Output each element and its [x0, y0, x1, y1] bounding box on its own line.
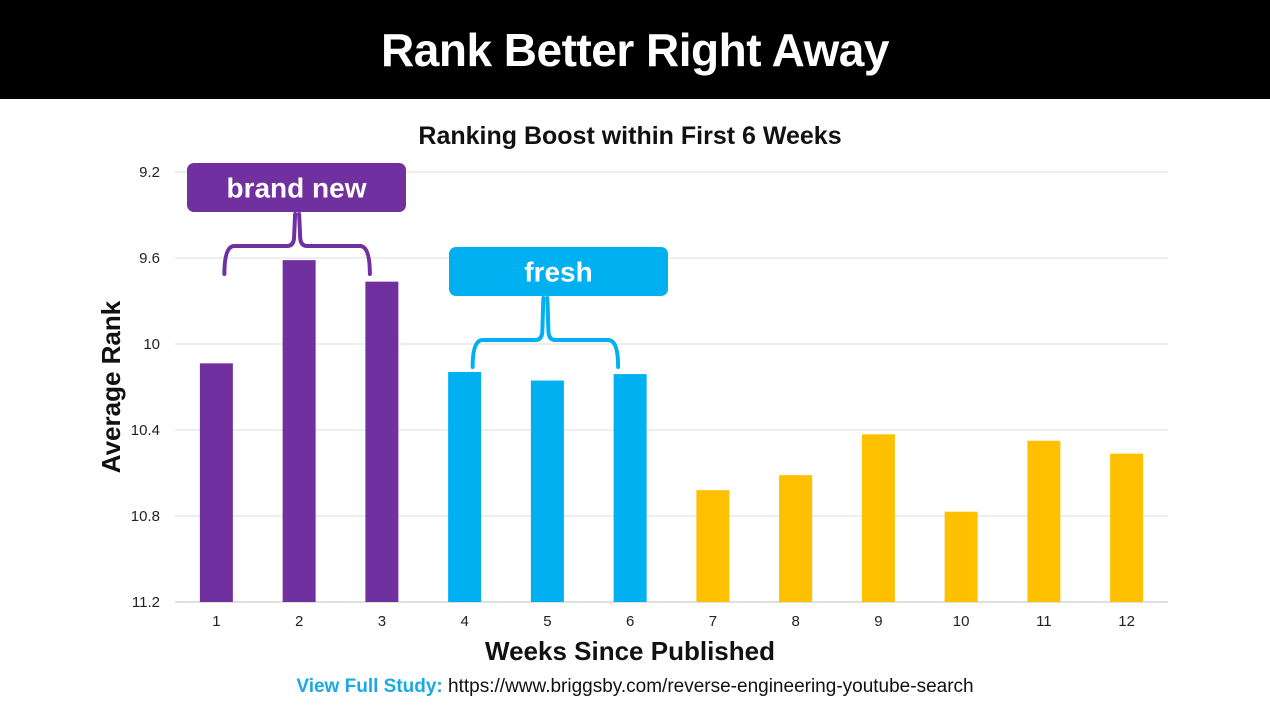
bar-week-9 — [861, 434, 895, 602]
x-tick-label: 3 — [378, 613, 386, 630]
bar-week-4 — [448, 371, 482, 602]
annotation-box — [187, 163, 406, 212]
y-tick-label: 10.8 — [131, 508, 160, 525]
x-tick-label: 1 — [212, 613, 220, 630]
header-bar: Rank Better Right Away — [0, 0, 1270, 99]
y-tick-label: 9.2 — [139, 164, 160, 181]
annotation-brace — [222, 212, 372, 276]
x-axis-ticks: 1 2 3 4 5 6 7 8 9 10 11 12 — [212, 613, 1135, 630]
x-tick-label: 6 — [626, 613, 634, 630]
x-axis-label: Weeks Since Published — [485, 636, 775, 666]
x-tick-label: 2 — [295, 613, 303, 630]
bar-week-8 — [779, 475, 813, 602]
bar-week-2 — [282, 260, 316, 602]
y-tick-label: 11.2 — [132, 594, 160, 611]
x-tick-label: 9 — [874, 613, 882, 630]
footer-link[interactable]: https://www.briggsby.com/reverse-enginee… — [448, 676, 974, 697]
footer-label: View Full Study: — [296, 676, 443, 697]
bar-week-12 — [1110, 453, 1144, 602]
x-tick-label: 10 — [953, 613, 970, 630]
page-title: Rank Better Right Away — [381, 23, 889, 76]
y-axis-label: Average Rank — [96, 300, 126, 473]
bar-week-6 — [613, 374, 647, 602]
bars — [199, 260, 1144, 602]
x-tick-label: 5 — [543, 613, 551, 630]
annotations: brand new fresh — [187, 163, 668, 369]
x-tick-label: 12 — [1118, 613, 1135, 630]
annotation-label: brand new — [226, 173, 366, 204]
bar-week-1 — [199, 363, 233, 602]
bar-week-5 — [530, 380, 564, 602]
annotation-label: fresh — [524, 257, 592, 288]
bar-week-11 — [1027, 440, 1061, 602]
y-tick-label: 9.6 — [139, 250, 160, 267]
gridlines — [175, 171, 1168, 603]
y-tick-label: 10 — [143, 336, 160, 353]
annotation-brace — [470, 296, 621, 369]
bar-week-10 — [944, 511, 978, 602]
x-tick-label: 4 — [460, 613, 468, 630]
annotation-box — [449, 247, 668, 296]
x-tick-label: 7 — [709, 613, 717, 630]
footer: View Full Study: https://www.briggsby.co… — [0, 676, 1270, 698]
bar-week-3 — [365, 281, 399, 602]
y-axis-ticks: 9.2 9.6 10 10.4 10.8 11.2 — [131, 164, 160, 611]
x-tick-label: 8 — [791, 613, 799, 630]
x-tick-label: 11 — [1036, 613, 1052, 630]
bar-week-7 — [696, 490, 730, 602]
y-tick-label: 10.4 — [131, 422, 160, 439]
chart-title: Ranking Boost within First 6 Weeks — [418, 122, 842, 150]
